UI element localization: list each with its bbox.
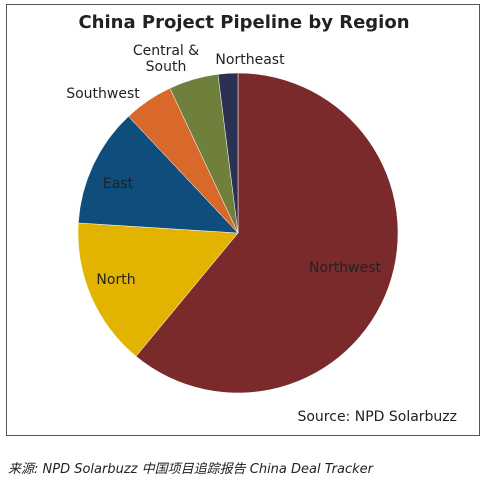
slice-label: Central & South (132, 43, 200, 75)
slice-label: Northeast (215, 52, 285, 68)
pie-slice (217, 72, 239, 234)
pie-slice (135, 72, 399, 394)
pie-slice (77, 222, 239, 357)
chart-frame: China Project Pipeline by Region Source:… (6, 4, 480, 436)
slice-label: North (96, 272, 136, 288)
slice-label: Northwest (308, 260, 381, 276)
slice-label: East (102, 176, 134, 192)
source-note: Source: NPD Solarbuzz (297, 409, 457, 425)
pie-slice (78, 116, 239, 234)
caption: 来源: NPD Solarbuzz 中国项目追踪报告 China Deal Tr… (8, 462, 373, 477)
chart-title: China Project Pipeline by Region (78, 12, 410, 33)
chart (77, 72, 399, 394)
slice-label: Southwest (66, 86, 140, 102)
